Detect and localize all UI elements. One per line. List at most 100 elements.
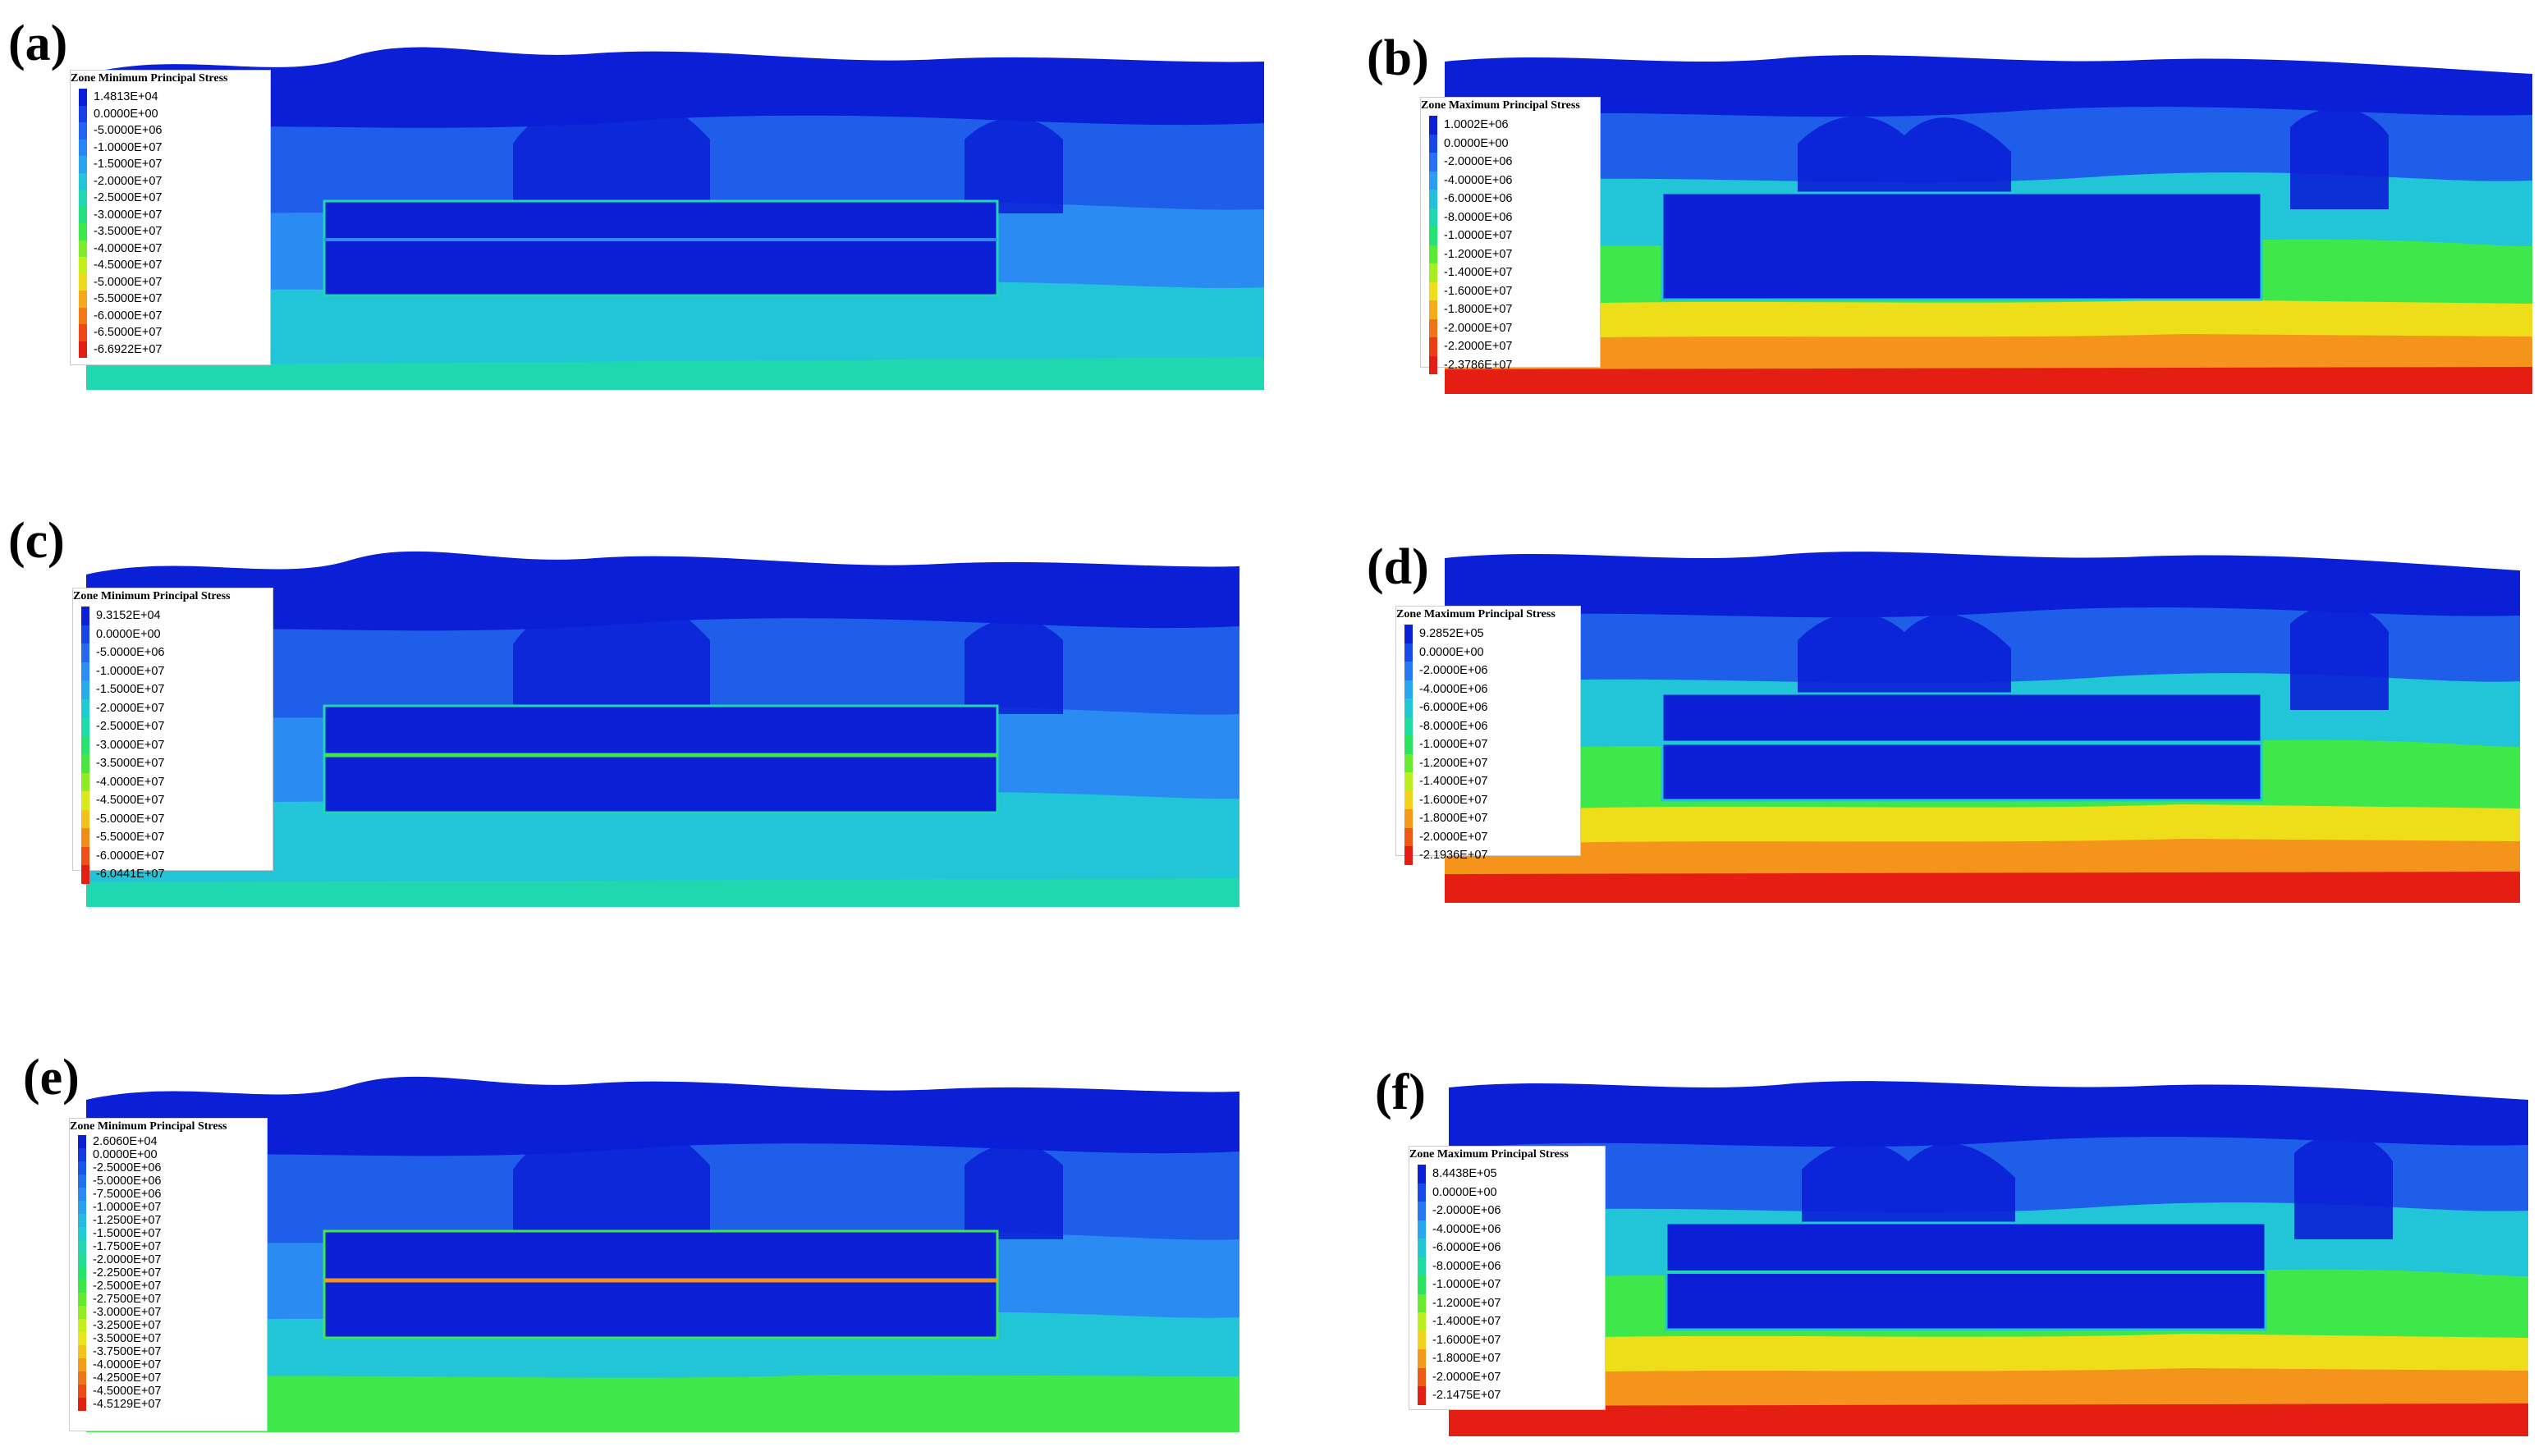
legend-swatch: [79, 324, 87, 341]
legend-swatch: [1404, 809, 1413, 828]
legend-swatch: [81, 828, 89, 847]
legend-entry-label: -2.0000E+07: [1419, 830, 1488, 844]
legend-entry-label: -8.0000E+06: [1419, 719, 1488, 733]
legend-swatch: [1404, 827, 1413, 846]
legend-entry-label: 9.2852E+05: [1419, 627, 1484, 640]
panel-d: (d) Zone Maximum Principal Stress 9.2852…: [1338, 509, 2543, 919]
legend-swatch: [1429, 116, 1437, 135]
legend-swatch: [81, 625, 89, 643]
legend: Zone Minimum Principal Stress 9.3152E+04…: [72, 588, 273, 884]
legend-entry-label: -6.0000E+06: [1444, 192, 1513, 205]
legend-swatch: [1429, 318, 1437, 337]
legend-entry-label: -4.5129E+07: [93, 1398, 162, 1411]
legend-swatch: [1429, 190, 1437, 208]
legend-entry-label: -2.0000E+07: [1432, 1370, 1501, 1384]
legend-entry-label: -2.5000E+07: [94, 191, 163, 204]
legend-entry-label: -6.0441E+07: [96, 868, 165, 881]
legend-entry-label: -1.0000E+07: [1444, 229, 1513, 242]
legend-swatch: [1404, 625, 1413, 643]
legend-swatch: [1418, 1165, 1426, 1184]
legend-swatch: [78, 1293, 86, 1306]
legend-entry-label: -5.5000E+07: [96, 831, 165, 844]
legend-swatch: [1418, 1239, 1426, 1257]
legend-entry-label: -2.5000E+06: [93, 1161, 162, 1174]
legend-swatch: [79, 341, 87, 358]
legend-swatch: [78, 1398, 86, 1411]
legend-title: Zone Maximum Principal Stress: [1421, 99, 1580, 112]
legend-swatch: [1418, 1183, 1426, 1202]
panel-a: (a) Zone Minimum Principal Stress 1.4813…: [0, 0, 1264, 410]
legend-entry-label: -5.0000E+07: [94, 275, 163, 289]
legend-entry-label: -2.0000E+07: [1444, 321, 1513, 335]
legend-title: Zone Maximum Principal Stress: [1396, 608, 1556, 620]
legend-swatch: [79, 139, 87, 156]
legend-entry-label: -6.0000E+06: [1432, 1241, 1501, 1254]
legend-entry-label: -4.0000E+06: [1432, 1222, 1501, 1236]
legend-entry-label: 9.3152E+04: [96, 609, 161, 622]
panel-label: (e): [23, 1050, 80, 1106]
legend-swatch: [79, 190, 87, 207]
legend-entry-label: -3.0000E+07: [94, 208, 163, 222]
legend-entry-label: -6.5000E+07: [94, 326, 163, 339]
legend-entry-label: -5.5000E+07: [94, 292, 163, 305]
legend-swatch: [1429, 134, 1437, 153]
panel-c: (c) Zone Minimum Principal Stress 9.3152…: [0, 509, 1264, 919]
legend-swatch: [81, 717, 89, 736]
legend-swatch: [81, 698, 89, 717]
legend-entry-label: -1.2500E+07: [93, 1214, 162, 1227]
legend-swatch: [1418, 1312, 1426, 1331]
legend-entry-label: -4.0000E+07: [96, 775, 165, 789]
legend-entry-label: -1.0000E+07: [96, 664, 165, 678]
legend-entry-label: -5.0000E+06: [93, 1174, 162, 1188]
legend-entry-label: -2.0000E+07: [94, 174, 163, 188]
legend-swatch: [1429, 355, 1437, 374]
legend-swatch: [1429, 245, 1437, 263]
legend-swatch: [79, 122, 87, 140]
legend-title: Zone Maximum Principal Stress: [1409, 1148, 1569, 1161]
legend-entry-label: -1.5000E+07: [94, 158, 163, 171]
legend-swatch: [1404, 662, 1413, 680]
legend-swatch: [81, 680, 89, 699]
legend-swatch: [78, 1345, 86, 1358]
panel-e: (e) Zone Minimum Principal Stress 2.6060…: [0, 1034, 1264, 1456]
panel-label: (f): [1375, 1065, 1426, 1120]
legend-entry-label: -2.1475E+07: [1432, 1389, 1501, 1402]
legend-swatch: [78, 1227, 86, 1240]
legend-entry-label: 8.4438E+05: [1432, 1167, 1497, 1180]
legend: Zone Maximum Principal Stress 1.0002E+06…: [1420, 97, 1601, 374]
legend-entry-label: 0.0000E+00: [1444, 136, 1509, 150]
legend-entry-label: -1.2000E+07: [1444, 247, 1513, 261]
legend-entry-label: -1.0000E+07: [1432, 1278, 1501, 1291]
legend-swatch: [78, 1161, 86, 1174]
legend-swatch: [79, 105, 87, 122]
legend-swatch: [78, 1240, 86, 1253]
legend-swatch: [79, 240, 87, 257]
legend-entry-label: -1.4000E+07: [1444, 266, 1513, 279]
legend-swatch: [81, 754, 89, 773]
legend-entry-label: -4.0000E+06: [1444, 173, 1513, 187]
legend-swatch: [79, 257, 87, 274]
legend-swatch: [1418, 1202, 1426, 1220]
legend-swatch: [78, 1385, 86, 1398]
legend-swatch: [81, 846, 89, 865]
legend-entry-label: -2.0000E+06: [1432, 1204, 1501, 1217]
legend-swatch: [81, 662, 89, 680]
legend-entry-label: -3.0000E+07: [96, 738, 165, 752]
legend-entry-label: -6.0000E+07: [96, 849, 165, 863]
legend-swatch: [81, 791, 89, 810]
legend-entry-label: -3.5000E+07: [96, 757, 165, 770]
legend-entry-label: -1.7500E+07: [93, 1240, 162, 1253]
legend-title: Zone Minimum Principal Stress: [73, 590, 231, 602]
legend-swatch: [78, 1332, 86, 1345]
legend-swatch: [1404, 753, 1413, 772]
legend-entry-label: -4.5000E+07: [94, 259, 163, 272]
legend-entry-label: -2.0000E+06: [1419, 664, 1488, 677]
legend-entry-label: -2.5000E+07: [93, 1280, 162, 1293]
legend-entry-label: -3.7500E+07: [93, 1345, 162, 1358]
legend-entry-label: -3.5000E+07: [93, 1332, 162, 1345]
legend-swatch: [1429, 300, 1437, 319]
legend-entry-label: -5.0000E+06: [94, 124, 163, 137]
legend: Zone Minimum Principal Stress 2.6060E+04…: [69, 1118, 268, 1431]
stress-contour-model: [86, 47, 1264, 390]
stress-contour-model: [1445, 552, 2520, 903]
